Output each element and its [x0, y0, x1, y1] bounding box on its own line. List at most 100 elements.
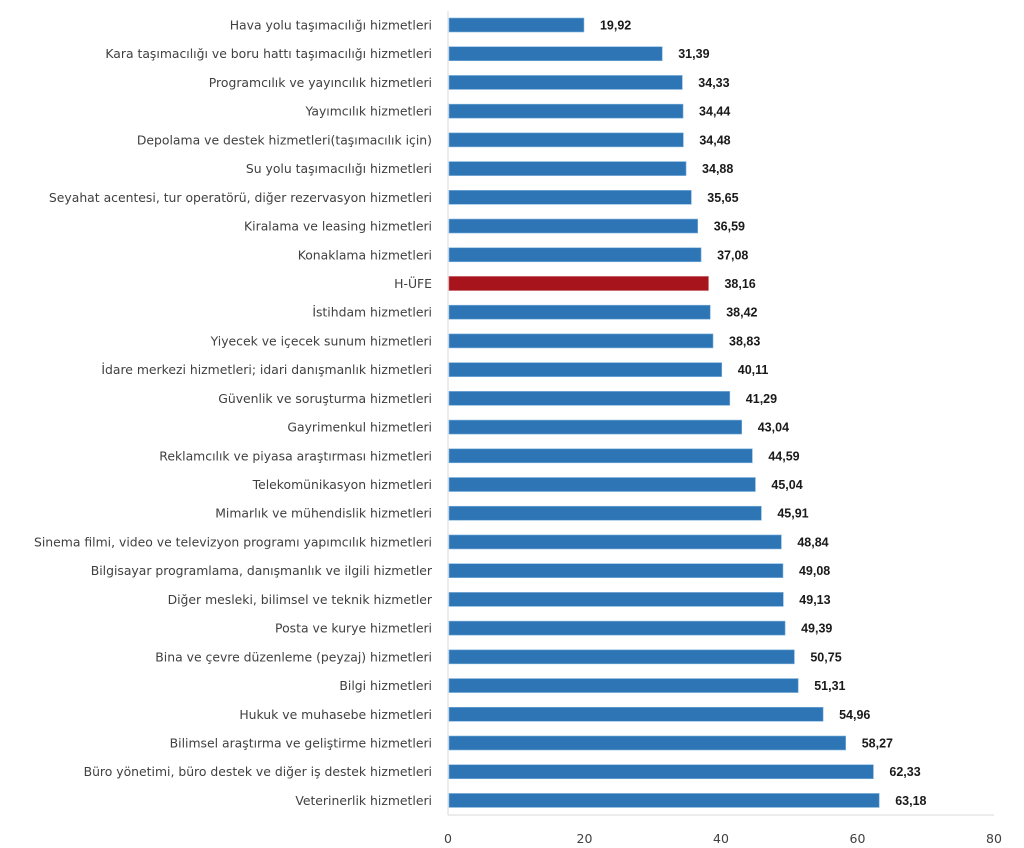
x-tick-label: 0	[444, 831, 452, 846]
category-label: Gayrimenkul hizmetleri	[287, 420, 432, 435]
category-label: Reklamcılık ve piyasa araştırması hizmet…	[159, 448, 432, 463]
value-label: 37,08	[717, 248, 748, 262]
x-tick-label: 20	[577, 831, 593, 846]
bar	[448, 17, 585, 33]
bar-row: Hukuk ve muhasebe hizmetleri 54,96	[239, 707, 870, 722]
bar-row: Telekomünikasyon hizmetleri 45,04	[252, 477, 803, 492]
category-label: Telekomünikasyon hizmetleri	[252, 477, 432, 492]
bar	[448, 391, 731, 406]
bar	[448, 448, 753, 464]
bar-row: Kara taşımacılığı ve boru hattı taşımacı…	[105, 46, 709, 61]
bar	[448, 362, 723, 377]
bar	[448, 735, 846, 751]
category-label: Veterinerlik hizmetleri	[295, 793, 432, 808]
value-label: 49,08	[799, 564, 830, 578]
bar-row: Posta ve kurye hizmetleri 49,39	[275, 621, 832, 636]
category-label: Kara taşımacılığı ve boru hattı taşımacı…	[105, 46, 432, 61]
bar	[448, 592, 784, 607]
category-label: Konaklama hizmetleri	[298, 247, 432, 262]
value-label: 38,16	[724, 277, 755, 291]
bar-row: Konaklama hizmetleri 37,08	[298, 247, 749, 262]
x-tick-label: 40	[713, 831, 729, 846]
bar	[448, 706, 824, 722]
bar-row: H-ÜFE 38,16	[394, 275, 756, 291]
value-label: 63,18	[895, 794, 926, 808]
category-label: İdare merkezi hizmetleri; idari danışman…	[101, 362, 432, 377]
bar	[448, 534, 782, 550]
value-label: 50,75	[810, 650, 841, 664]
category-label: Programcılık ve yayıncılık hizmetleri	[209, 75, 432, 90]
value-label: 54,96	[839, 708, 870, 722]
bar-row: Seyahat acentesi, tur operatörü, diğer r…	[49, 190, 739, 205]
bar	[448, 75, 683, 90]
value-label: 38,83	[729, 334, 760, 348]
bar	[448, 505, 762, 521]
bar-row: Bilgisayar programlama, danışmanlık ve i…	[91, 563, 831, 578]
value-label: 45,91	[777, 507, 808, 521]
bar-row: Depolama ve destek hizmetleri(taşımacılı…	[137, 132, 731, 147]
category-label: Bilgi hizmetleri	[339, 678, 432, 693]
value-label: 41,29	[746, 392, 777, 406]
value-label: 34,48	[699, 133, 730, 147]
value-label: 49,13	[799, 593, 830, 607]
x-tick-label: 80	[986, 831, 1002, 846]
bar	[448, 563, 784, 578]
bar	[448, 793, 880, 808]
bar	[448, 247, 702, 263]
value-label: 35,65	[707, 191, 738, 205]
value-label: 19,92	[600, 19, 631, 33]
category-label: Yiyecek ve içecek sunum hizmetleri	[210, 333, 432, 348]
axis-layer: 0 20 40 60 80	[444, 11, 1002, 846]
bar-row: Yiyecek ve içecek sunum hizmetleri 38,83	[210, 333, 761, 348]
value-label: 48,84	[797, 535, 828, 549]
bar-row: Reklamcılık ve piyasa araştırması hizmet…	[159, 448, 799, 463]
value-label: 36,59	[714, 220, 745, 234]
bar-row: Veterinerlik hizmetleri 63,18	[295, 793, 926, 808]
bar	[448, 46, 663, 62]
bar-row: İdare merkezi hizmetleri; idari danışman…	[101, 362, 768, 377]
bar-row: Kiralama ve leasing hizmetleri 36,59	[244, 219, 745, 234]
category-label: Mimarlık ve mühendislik hizmetleri	[215, 506, 432, 521]
category-label: Kiralama ve leasing hizmetleri	[244, 219, 432, 234]
category-label: Bilgisayar programlama, danışmanlık ve i…	[91, 563, 433, 578]
bar	[448, 103, 684, 119]
bar-row: Su yolu taşımacılığı hizmetleri 34,88	[246, 161, 734, 176]
bar	[448, 620, 786, 636]
bar	[448, 161, 687, 176]
category-label: İstihdam hizmetleri	[312, 305, 432, 320]
bar-row: Bina ve çevre düzenleme (peyzaj) hizmetl…	[155, 649, 841, 664]
value-label: 44,59	[768, 449, 799, 463]
bar-row: Bilgi hizmetleri 51,31	[339, 678, 845, 693]
category-label: Su yolu taşımacılığı hizmetleri	[246, 161, 432, 176]
value-label: 31,39	[678, 47, 709, 61]
category-label: Posta ve kurye hizmetleri	[275, 621, 432, 636]
bars-layer: Hava yolu taşımacılığı hizmetleri 19,92 Ka…	[34, 18, 927, 808]
value-label: 40,11	[738, 363, 769, 377]
bar-row: Programcılık ve yayıncılık hizmetleri 34,…	[209, 75, 730, 90]
bar-row: Bilimsel araştırma ve geliştirme hizmetl…	[170, 736, 893, 751]
bar-row: Hava yolu taşımacılığı hizmetleri 19,92	[230, 18, 632, 33]
value-label: 45,04	[771, 478, 802, 492]
value-label: 49,39	[801, 622, 832, 636]
category-label: Yayımcılık hizmetleri	[304, 104, 432, 119]
category-label: Seyahat acentesi, tur operatörü, diğer r…	[49, 190, 432, 205]
category-label: H-ÜFE	[394, 275, 432, 291]
bar	[448, 649, 795, 665]
bar-row: Güvenlik ve soruşturma hizmetleri 41,29	[218, 391, 777, 406]
value-label: 43,04	[758, 421, 789, 435]
value-label: 58,27	[862, 737, 893, 751]
bar-row: Mimarlık ve mühendislik hizmetleri 45,91	[215, 506, 808, 521]
bar	[448, 477, 756, 492]
category-label: Diğer mesleki, bilimsel ve teknik hizmet…	[168, 592, 433, 607]
category-label: Sinema filmi, video ve televizyon progra…	[34, 534, 432, 549]
value-label: 34,33	[698, 76, 729, 90]
bar-highlight	[448, 276, 709, 291]
bar	[448, 190, 692, 205]
bar-row: Diğer mesleki, bilimsel ve teknik hizmet…	[168, 592, 831, 607]
value-label: 62,33	[889, 765, 920, 779]
bar	[448, 304, 711, 320]
bar	[448, 218, 699, 234]
bar-row: Yayımcılık hizmetleri 34,44	[304, 104, 730, 119]
bar-row: Büro yönetimi, büro destek ve diğer iş d…	[84, 764, 921, 779]
